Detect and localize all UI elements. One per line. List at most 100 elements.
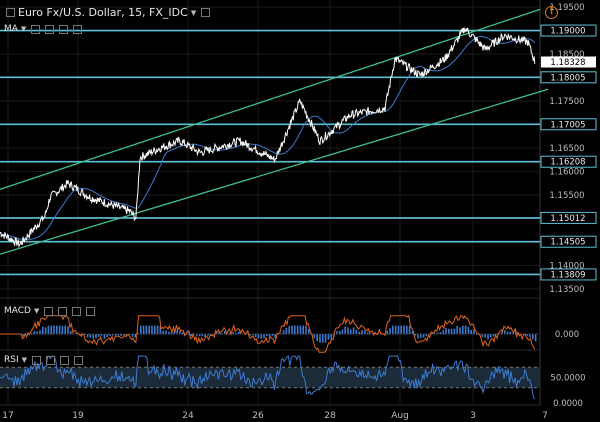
macd-histogram-bar xyxy=(252,334,254,336)
macd-histogram-bar xyxy=(92,334,94,339)
plus-icon[interactable] xyxy=(59,24,69,34)
rsi-pane xyxy=(0,355,540,400)
macd-histogram-bar xyxy=(526,334,528,336)
macd-histogram-bar xyxy=(176,329,178,335)
macd-histogram-bar xyxy=(459,327,461,335)
collapse-icon[interactable] xyxy=(6,8,15,17)
macd-histogram-bar xyxy=(484,334,486,338)
gear-icon[interactable] xyxy=(45,24,55,34)
plus-icon[interactable] xyxy=(72,306,82,316)
close-icon[interactable] xyxy=(86,306,96,316)
gear-icon[interactable] xyxy=(46,355,56,365)
macd-histogram-bar xyxy=(467,326,470,335)
last-price-tag xyxy=(541,56,596,68)
macd-histogram-bar xyxy=(134,334,136,338)
macd-histogram-bar xyxy=(501,331,503,335)
macd-histogram-bar xyxy=(70,330,72,335)
eye-icon[interactable] xyxy=(44,306,54,316)
macd-histogram-bar xyxy=(529,334,531,338)
eye-icon[interactable] xyxy=(31,24,41,34)
macd-histogram-bar xyxy=(490,334,492,338)
macd-histogram-bar xyxy=(33,330,36,335)
level-price-label: 1.18005 xyxy=(550,73,585,83)
y-tick-label: 1.18500 xyxy=(549,50,584,60)
x-tick-label: 19 xyxy=(72,411,84,421)
axes: 1719242628Aug371.195001.190001.185001.18… xyxy=(2,3,597,421)
plus-icon[interactable] xyxy=(60,355,70,365)
caret-down-icon[interactable]: ▼ xyxy=(190,8,197,17)
ma-legend[interactable]: MA ▼ xyxy=(4,24,83,34)
level-price-label: 1.14505 xyxy=(550,238,585,248)
close-icon[interactable] xyxy=(73,24,83,34)
y-tick-label: 1.16000 xyxy=(549,167,584,177)
rsi-tick-label: 0.0000 xyxy=(553,399,583,409)
x-tick-label: 17 xyxy=(2,411,13,421)
rsi-legend[interactable]: RSI ▼ xyxy=(4,355,84,365)
macd-histogram-bar xyxy=(36,331,38,335)
macd-histogram-bar xyxy=(294,325,296,335)
macd-histogram-bar xyxy=(448,328,450,335)
macd-histogram-bar xyxy=(470,329,472,335)
price-line xyxy=(0,27,536,249)
macd-histogram-bar xyxy=(473,329,475,335)
x-tick-label: 7 xyxy=(542,411,548,421)
symbol-title: Euro Fx/U.S. Dollar, 15, FX_IDC xyxy=(18,6,188,19)
level-price-tag xyxy=(540,268,597,281)
macd-histogram-bar xyxy=(305,325,307,335)
price-pane xyxy=(0,8,549,276)
gear-icon[interactable] xyxy=(58,306,68,316)
macd-histogram-bar xyxy=(316,334,318,342)
macd-histogram-bar xyxy=(308,329,310,335)
x-tick-label: 26 xyxy=(252,411,264,421)
settings-icon[interactable] xyxy=(201,8,211,17)
macd-histogram-bar xyxy=(257,334,260,339)
eye-icon[interactable] xyxy=(32,355,42,365)
macd-histogram-bar xyxy=(162,330,164,335)
level-price-label: 1.13809 xyxy=(550,270,585,280)
level-price-label: 1.17005 xyxy=(550,120,585,130)
macd-histogram-bar xyxy=(187,332,190,335)
macd-histogram-bar xyxy=(408,325,411,335)
macd-histogram-bar xyxy=(154,325,156,335)
macd-histogram-bar xyxy=(168,331,170,335)
macd-histogram-bar xyxy=(414,334,416,336)
macd-histogram-bar xyxy=(131,334,134,337)
ma-label: MA xyxy=(4,24,18,34)
caret-down-icon[interactable]: ▼ xyxy=(21,356,28,364)
macd-histogram-bar xyxy=(30,332,33,335)
macd-histogram-bar xyxy=(260,334,262,339)
macd-histogram-bar xyxy=(498,333,500,335)
rsi-label: RSI xyxy=(4,355,19,365)
caret-down-icon[interactable]: ▼ xyxy=(33,307,40,315)
macd-histogram-bar xyxy=(406,325,408,335)
macd-histogram-bar xyxy=(120,334,122,336)
macd-histogram-bar xyxy=(361,329,363,335)
close-icon[interactable] xyxy=(74,355,84,365)
channel-lower-line[interactable] xyxy=(0,88,549,255)
rsi-line xyxy=(0,355,536,400)
macd-histogram-bar xyxy=(453,328,456,335)
macd-histogram-bar xyxy=(103,334,106,339)
macd-histogram-bar xyxy=(156,325,159,335)
macd-legend[interactable]: MACD ▼ xyxy=(4,306,96,316)
macd-histogram-bar xyxy=(352,327,355,335)
macd-histogram-bar xyxy=(218,332,220,335)
channel-upper-line[interactable] xyxy=(0,8,541,190)
warning-icon[interactable]: ! xyxy=(545,6,558,19)
macd-histogram-bar xyxy=(428,334,430,336)
macd-histogram-bar xyxy=(456,325,458,335)
y-tick-label: 1.16500 xyxy=(549,144,584,154)
level-price-tag xyxy=(540,24,597,37)
macd-histogram-bar xyxy=(266,334,268,337)
macd-histogram-bar xyxy=(338,331,341,335)
macd-histogram-bar xyxy=(464,325,467,335)
macd-histogram-bar xyxy=(445,328,447,335)
macd-histogram-bar xyxy=(224,331,226,335)
caret-down-icon[interactable]: ▼ xyxy=(20,25,27,33)
macd-histogram-bar xyxy=(364,330,366,335)
macd-histogram-bar xyxy=(235,332,237,335)
chart-title[interactable]: Euro Fx/U.S. Dollar, 15, FX_IDC ▼ xyxy=(4,6,211,19)
macd-histogram-bar xyxy=(204,334,206,338)
macd-histogram-bar xyxy=(291,325,293,335)
